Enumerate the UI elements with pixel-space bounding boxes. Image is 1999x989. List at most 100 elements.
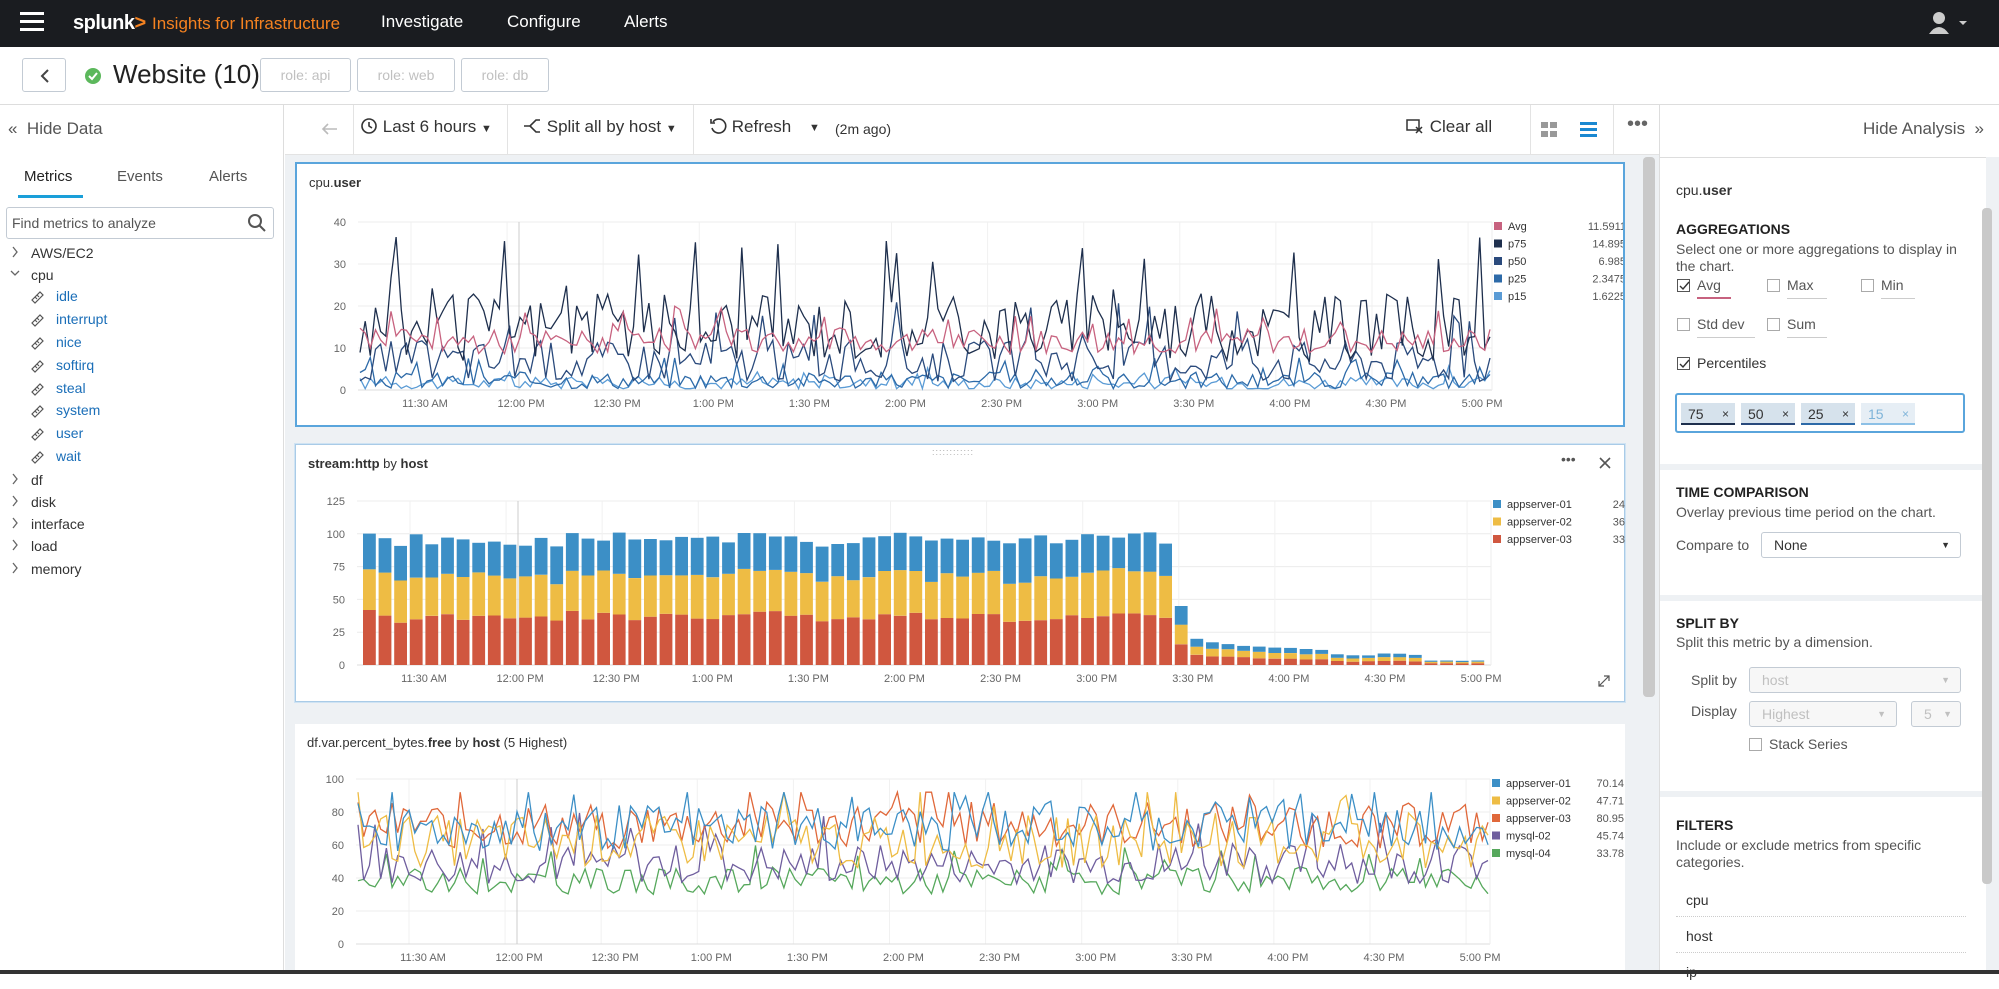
remove-icon: × [1901,407,1909,421]
metric-item-idle[interactable]: idle [0,287,280,309]
splunk-logo[interactable]: splunk> [73,12,146,34]
nav-investigate[interactable]: Investigate [381,12,464,31]
search-icon[interactable] [247,213,267,233]
stacked-bar-segment [675,614,688,665]
stacked-bar-segment [1330,657,1344,661]
chevron-right-icon[interactable] [10,539,20,551]
refresh-button[interactable]: Refresh [709,117,791,137]
percentiles-checkbox[interactable] [1677,357,1690,370]
grid-view-icon[interactable] [1541,122,1559,138]
analysis-scrollbar[interactable] [1982,208,1992,884]
std-dev-label[interactable]: Std dev [1697,316,1755,338]
metric-item-system[interactable]: system [0,401,280,423]
filter-host[interactable]: host [1676,917,1966,953]
max-checkbox[interactable] [1767,279,1780,292]
percentile-chip[interactable]: 50 × [1741,403,1795,425]
split-by-select[interactable]: host ▼ [1749,667,1961,693]
min-checkbox[interactable] [1861,279,1874,292]
nav-configure[interactable]: Configure [507,12,581,31]
chart-panel-stream-http[interactable]: stream:http by host :::::::::::: ••• 0 25… [295,444,1625,702]
back-button[interactable] [22,58,66,92]
std-dev-checkbox[interactable] [1677,318,1690,331]
tree-node-aws-ec2[interactable]: AWS/EC2 [0,243,280,265]
chart-area-scrollbar[interactable] [1643,157,1655,697]
stack-series-checkbox[interactable] [1749,738,1762,751]
tree-node-interface[interactable]: interface [0,514,280,536]
sum-label[interactable]: Sum [1787,316,1827,338]
chevron-right-icon[interactable] [10,517,20,529]
remove-icon: × [1781,407,1789,421]
close-icon[interactable] [1599,457,1611,469]
chart-panel-cpu-user[interactable]: cpu.user 0 10 20 30 40 11:30 AM 12:00 PM 12:30 … [295,162,1625,427]
percentiles-label[interactable]: Percentiles [1697,355,1767,371]
percentile-chip[interactable]: 15 × [1861,403,1915,425]
tree-node-df[interactable]: df [0,470,280,492]
tree-node-load[interactable]: load [0,536,280,558]
stacked-bar-segment [394,622,407,665]
max-label[interactable]: Max [1787,277,1827,299]
role-filter-db[interactable]: role: db [461,58,549,92]
display-select[interactable]: Highest ▼ [1749,701,1897,727]
chart-panel-df-free[interactable]: df.var.percent_bytes.free by host (5 Hig… [295,724,1625,984]
list-view-icon[interactable] [1580,122,1598,138]
chevron-right-icon[interactable] [10,473,20,485]
role-filter-api[interactable]: role: api [260,58,351,92]
time-range-select[interactable]: Last 6 hours ▼ [360,117,492,137]
tree-node-label: df [31,471,43,488]
chevron-right-icon[interactable] [10,246,20,258]
clear-all-button[interactable]: Clear all [1405,117,1492,137]
compare-to-select[interactable]: None ▼ [1761,532,1961,558]
stacked-bar-segment [1081,617,1094,665]
stack-series-label[interactable]: Stack Series [1769,736,1848,752]
more-options-icon[interactable]: ••• [1627,113,1649,135]
role-filter-web[interactable]: role: web [357,58,455,92]
drag-handle[interactable]: :::::::::::: [932,447,975,457]
tree-node-cpu[interactable]: cpu [0,265,280,287]
x-tick-label: 4:30 PM [1364,673,1405,685]
metric-search-input[interactable]: Find metrics to analyze [6,207,274,239]
min-label[interactable]: Min [1881,277,1915,299]
filters-section: FILTERS Include or exclude metrics from … [1660,797,1986,980]
stacked-bar-segment [378,538,392,573]
metric-item-steal[interactable]: steal [0,379,280,401]
undo-icon[interactable] [321,121,339,137]
split-all-select[interactable]: Split all by host ▼ [522,117,677,137]
metric-item-nice[interactable]: nice [0,333,280,355]
refresh-options-caret[interactable]: ▼ [809,122,820,134]
percentile-chip[interactable]: 75 × [1681,403,1735,425]
tree-node-memory[interactable]: memory [0,559,280,581]
percentile-chip[interactable]: 25 × [1801,403,1855,425]
avg-checkbox[interactable] [1677,279,1690,292]
metric-item-interrupt[interactable]: interrupt [0,310,280,332]
stacked-bar-segment [784,536,798,572]
menu-icon[interactable] [20,12,44,32]
metric-item-wait[interactable]: wait [0,447,280,469]
chevron-right-icon[interactable] [10,562,20,574]
user-menu[interactable] [1929,10,1969,36]
legend-swatch [1494,292,1502,300]
tab-events[interactable]: Events [117,168,163,185]
nav-alerts[interactable]: Alerts [624,12,668,31]
expand-icon[interactable] [1597,674,1611,688]
tab-alerts[interactable]: Alerts [209,168,248,185]
filter-cpu[interactable]: cpu [1676,881,1966,917]
analysis-header: Hide Analysis » [1660,105,1999,157]
stacked-bar-segment [846,543,860,581]
metric-item-user[interactable]: user [0,424,280,446]
metric-item-softirq[interactable]: softirq [0,356,280,378]
more-options-icon[interactable]: ••• [1561,451,1576,467]
sum-checkbox[interactable] [1767,318,1780,331]
tab-metrics[interactable]: Metrics [24,168,73,185]
tree-node-disk[interactable]: disk [0,492,280,514]
avg-label[interactable]: Avg [1697,277,1731,299]
hide-data-toggle[interactable]: « Hide Data [8,119,103,138]
chevron-down-icon[interactable] [10,268,20,280]
display-count-select[interactable]: 5 ▼ [1911,701,1961,727]
percentiles-input[interactable]: 75 × 50 × 25 × 15 × [1675,393,1965,433]
hide-analysis-toggle[interactable]: Hide Analysis » [1863,119,1984,138]
time-comparison-section: TIME COMPARISON Overlay previous time pe… [1660,470,1986,595]
legend-value: 45.74 [1596,831,1624,843]
stacked-bar-segment [597,570,610,613]
chevron-right-icon[interactable] [10,495,20,507]
stacked-bar-segment [800,541,813,574]
